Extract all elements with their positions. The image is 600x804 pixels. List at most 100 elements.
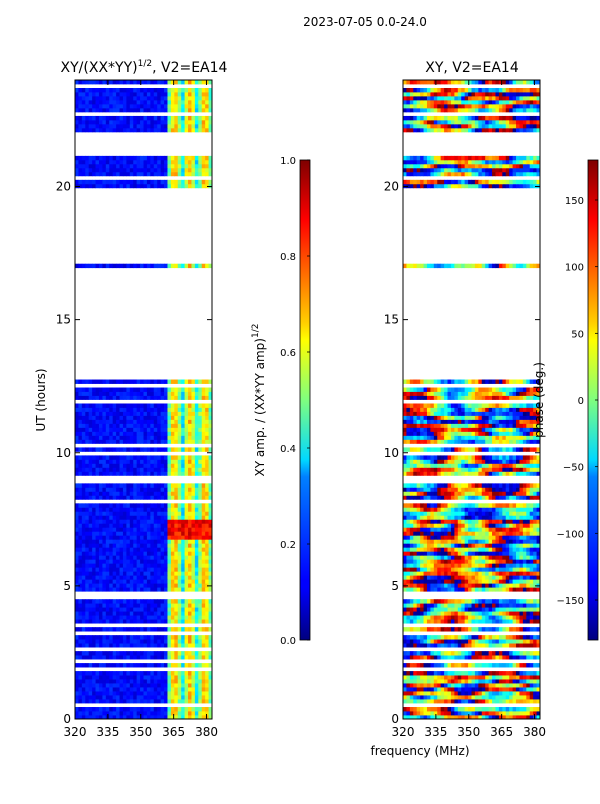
phase-cell	[451, 571, 455, 575]
phase-cell	[444, 587, 448, 591]
amp-cell	[205, 663, 209, 667]
amp-cell	[181, 415, 185, 419]
amp-cell	[174, 583, 178, 587]
amp-cell	[99, 120, 103, 124]
amp-ylabel: UT (hours)	[34, 368, 48, 431]
amp-cell	[147, 639, 151, 643]
amp-cell	[178, 471, 182, 475]
phase-cell	[495, 615, 499, 619]
amp-cell	[137, 515, 141, 519]
amp-cell	[191, 567, 195, 571]
amp-cell	[137, 539, 141, 543]
amp-cell	[123, 463, 127, 467]
phase-cell	[509, 655, 513, 659]
amp-cell	[116, 388, 120, 392]
amp-cell	[109, 683, 113, 687]
amp-cell	[178, 679, 182, 683]
phase-cell	[424, 635, 428, 639]
phase-cell	[502, 615, 506, 619]
phase-cell	[410, 687, 414, 691]
amp-cell	[106, 447, 110, 451]
amp-cell	[164, 523, 168, 527]
amp-cell	[191, 423, 195, 427]
amp-cell	[102, 671, 106, 675]
amp-cell	[99, 439, 103, 443]
amp-cell	[99, 619, 103, 623]
amp-cell	[171, 128, 175, 132]
amp-cell	[123, 467, 127, 471]
amp-cell	[157, 695, 161, 699]
amp-cell	[174, 535, 178, 539]
phase-cell	[406, 655, 410, 659]
amp-cell	[106, 675, 110, 679]
amp-cell	[188, 535, 192, 539]
amp-cell	[195, 491, 199, 495]
amp-cell	[89, 128, 93, 132]
phase-cell	[509, 575, 513, 579]
phase-cell	[506, 579, 510, 583]
amp-cell	[130, 459, 134, 463]
phase-cell	[519, 619, 523, 623]
phase-cell	[472, 663, 476, 667]
amp-cell	[92, 615, 96, 619]
amp-cell	[130, 711, 134, 715]
phase-cell	[430, 551, 434, 555]
amp-cell	[126, 675, 130, 679]
phase-cell	[465, 635, 469, 639]
phase-cell	[424, 583, 428, 587]
amp-cell	[171, 264, 175, 268]
amp-cell	[113, 403, 117, 407]
amp-cell	[198, 515, 202, 519]
amp-cell	[130, 180, 134, 184]
phase-cell	[478, 571, 482, 575]
amp-cell	[150, 380, 154, 384]
phase-cell	[495, 619, 499, 623]
amp-cell	[178, 627, 182, 631]
amp-cell	[140, 639, 144, 643]
amp-cell	[157, 555, 161, 559]
phase-cell	[427, 563, 431, 567]
amp-cell	[126, 503, 130, 507]
amp-cell	[164, 711, 168, 715]
amp-cell	[130, 683, 134, 687]
amp-cell	[137, 527, 141, 531]
amp-cell	[109, 627, 113, 631]
amp-cell	[78, 172, 82, 176]
amp-cell	[198, 559, 202, 563]
amp-cell	[126, 559, 130, 563]
phase-cell	[458, 643, 462, 647]
phase-cell	[427, 687, 431, 691]
amp-cell	[167, 555, 171, 559]
amp-cell	[113, 388, 117, 392]
amp-cell	[89, 515, 93, 519]
amp-cell	[92, 423, 96, 427]
amp-cell	[191, 547, 195, 551]
amp-cell	[147, 160, 151, 164]
amp-cell	[126, 607, 130, 611]
amp-cell	[167, 172, 171, 176]
amp-cell	[96, 683, 100, 687]
amp-cell	[150, 567, 154, 571]
amp-cell	[123, 168, 127, 172]
amp-cell	[89, 523, 93, 527]
amp-cell	[120, 431, 124, 435]
phase-cell	[451, 643, 455, 647]
phase-cell	[475, 607, 479, 611]
amp-cell	[96, 523, 100, 527]
phase-cell	[417, 567, 421, 571]
amp-cell	[137, 88, 141, 92]
amp-cell	[89, 124, 93, 128]
phase-cell	[427, 607, 431, 611]
amp-cell	[154, 407, 158, 411]
phase-cell	[526, 707, 530, 711]
amp-cell	[92, 491, 96, 495]
amp-cell	[75, 463, 79, 467]
amp-cell	[140, 707, 144, 711]
amp-cell	[171, 160, 175, 164]
phase-cell	[509, 551, 513, 555]
amp-cell	[191, 695, 195, 699]
amp-cell	[150, 419, 154, 423]
amp-cell	[75, 471, 79, 475]
amp-cell	[195, 184, 199, 188]
amp-cell	[150, 555, 154, 559]
